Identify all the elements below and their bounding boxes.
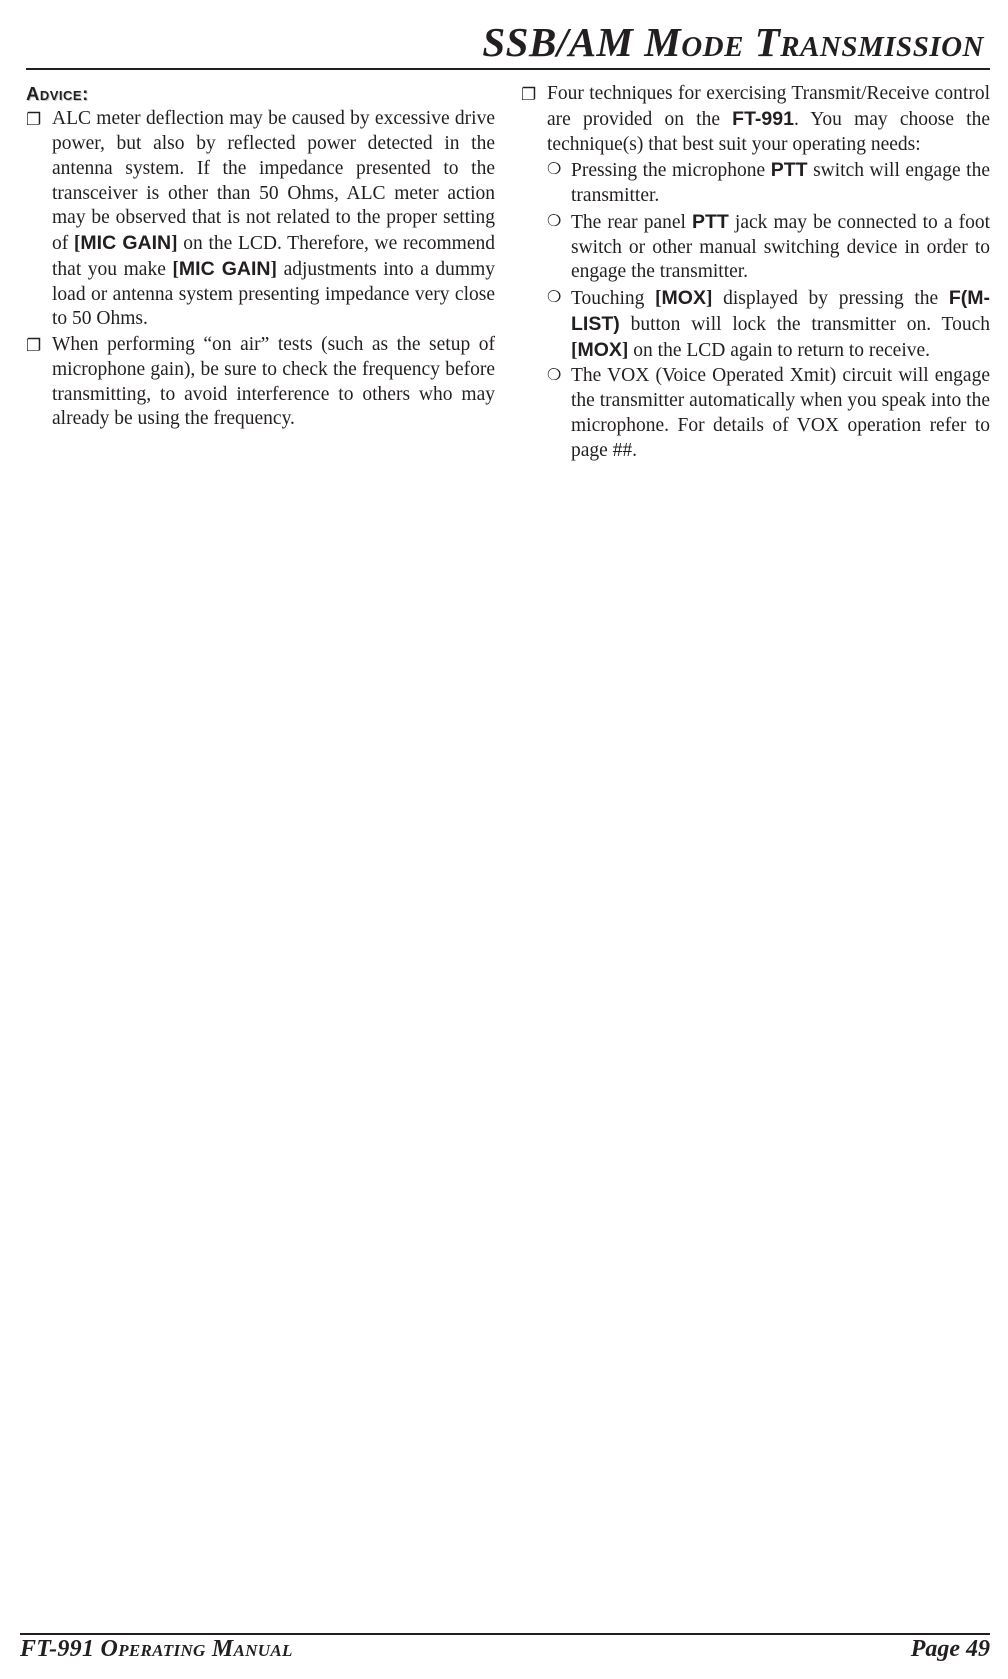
mic-gain-label: MIC GAIN	[179, 258, 271, 280]
technique-sub-1-body: Pressing the microphone PTT switch will …	[571, 158, 990, 209]
mic-gain-label: MIC GAIN	[80, 232, 171, 254]
circle-bullet-icon: ❍	[547, 364, 571, 463]
title-rule	[26, 68, 990, 70]
checkbox-bullet-icon: ❐	[521, 82, 547, 157]
footer-row: FT-991 Operating Manual Page 49	[20, 1636, 990, 1663]
text: displayed by pressing the	[712, 288, 948, 309]
circle-bullet-icon: ❍	[547, 210, 571, 285]
circle-bullet-icon: ❍	[547, 286, 571, 363]
text: Pressing the microphone	[571, 160, 771, 181]
checkbox-bullet-icon: ❐	[26, 107, 52, 332]
technique-sub-3: ❍ Touching [MOX] displayed by pressing t…	[547, 286, 990, 363]
page-title: SSB/AM Mode Transmission	[26, 18, 990, 66]
checkbox-bullet-icon: ❐	[26, 333, 52, 432]
techniques-item: ❐ Four techniques for exercising Transmi…	[521, 82, 990, 157]
left-column: Advice: ❐ ALC meter deflection may be ca…	[26, 82, 495, 464]
advice-heading: Advice:	[26, 82, 495, 105]
advice-item-1: ❐ ALC meter deflection may be caused by …	[26, 107, 495, 332]
text: Touching	[571, 288, 655, 309]
text: The rear panel	[571, 212, 692, 233]
ptt-label: PTT	[771, 159, 808, 181]
technique-sub-4: ❍ The VOX (Voice Operated Xmit) circuit …	[547, 364, 990, 463]
footer-rule	[20, 1633, 990, 1635]
model-label: FT-991	[732, 108, 794, 130]
mox-label: MOX	[662, 287, 706, 309]
right-column: ❐ Four techniques for exercising Transmi…	[521, 82, 990, 464]
techniques-body: Four techniques for exercising Transmit/…	[547, 82, 990, 157]
technique-sub-4-body: The VOX (Voice Operated Xmit) circuit wi…	[571, 364, 990, 463]
circle-bullet-icon: ❍	[547, 158, 571, 209]
advice-item-1-body: ALC meter deflection may be caused by ex…	[52, 107, 495, 332]
text: button will lock the transmitter on. Tou…	[620, 314, 990, 335]
technique-sub-1: ❍ Pressing the microphone PTT switch wil…	[547, 158, 990, 209]
technique-sub-2-body: The rear panel PTT jack may be connected…	[571, 210, 990, 285]
page-footer: FT-991 Operating Manual Page 49	[20, 1633, 990, 1663]
footer-manual-name: FT-991 Operating Manual	[20, 1636, 293, 1663]
mox-label: MOX	[578, 339, 622, 361]
technique-sub-3-body: Touching [MOX] displayed by pressing the…	[571, 286, 990, 363]
content-columns: Advice: ❐ ALC meter deflection may be ca…	[26, 82, 990, 464]
advice-item-2: ❐ When performing “on air” tests (such a…	[26, 333, 495, 432]
ptt-label: PTT	[692, 211, 729, 233]
technique-sub-2: ❍ The rear panel PTT jack may be connect…	[547, 210, 990, 285]
footer-page-number: Page 49	[911, 1636, 990, 1663]
text: on the LCD again to return to receive.	[628, 340, 930, 361]
advice-item-2-body: When performing “on air” tests (such as …	[52, 333, 495, 432]
